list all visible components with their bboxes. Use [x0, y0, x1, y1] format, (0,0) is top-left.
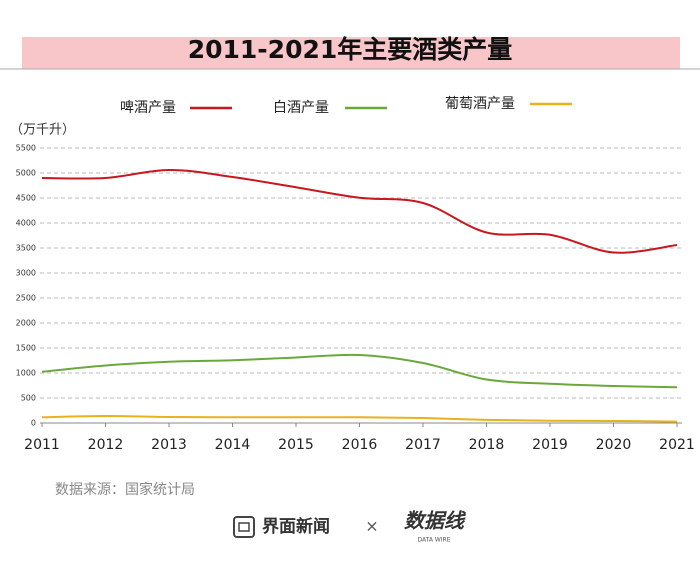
- series-line: [41, 353, 678, 389]
- y-tick-label: 4500: [16, 194, 36, 203]
- x-tick-label: 2012: [88, 437, 124, 453]
- x-tick-label: 2011: [24, 437, 60, 453]
- x-tick-label: 2014: [215, 437, 251, 453]
- footer: 界面新闻 × 数据线 DATA WIRE: [233, 509, 467, 544]
- legend-label: 白酒产量: [273, 100, 329, 116]
- series-line: [41, 414, 678, 423]
- series-line: [41, 168, 678, 254]
- source: 数据来源：国家统计局: [55, 481, 195, 498]
- legend-label: 葡萄酒产量: [445, 96, 515, 112]
- y-tick-label: 2500: [16, 294, 36, 303]
- y-tick-label: 0: [31, 419, 36, 428]
- brand-logo: 数据线: [404, 509, 467, 533]
- y-tick-label: 5000: [16, 169, 36, 178]
- y-axis-label: （万千升）: [10, 123, 75, 138]
- x-tick-label: 2013: [151, 437, 187, 453]
- footer-times: ×: [365, 517, 378, 536]
- x-tick-label: 2015: [278, 437, 314, 453]
- chart-title: 2011-2021年主要酒类产量: [188, 35, 513, 64]
- y-tick-label: 4000: [16, 219, 36, 228]
- brand-logo-sub: DATA WIRE: [417, 537, 450, 544]
- x-tick-label: 2020: [596, 437, 632, 453]
- legend-label: 啤酒产量: [120, 100, 176, 116]
- title-band: [22, 37, 680, 69]
- brand-icon: [233, 516, 255, 538]
- y-tick-label: 5500: [16, 144, 36, 153]
- brand-icon-inner: [238, 522, 250, 532]
- y-tick-label: 3500: [16, 244, 36, 253]
- x-tick-label: 2018: [469, 437, 505, 453]
- x-tick-label: 2017: [405, 437, 441, 453]
- x-tick-label: 2021: [659, 437, 695, 453]
- y-tick-label: 500: [21, 394, 36, 403]
- y-tick-label: 2000: [16, 319, 36, 328]
- y-tick-label: 1000: [16, 369, 36, 378]
- x-tick-label: 2019: [532, 437, 568, 453]
- brand-name: 界面新闻: [262, 516, 330, 537]
- y-tick-label: 1500: [16, 344, 36, 353]
- y-tick-label: 3000: [16, 269, 36, 278]
- x-tick-label: 2016: [342, 437, 378, 453]
